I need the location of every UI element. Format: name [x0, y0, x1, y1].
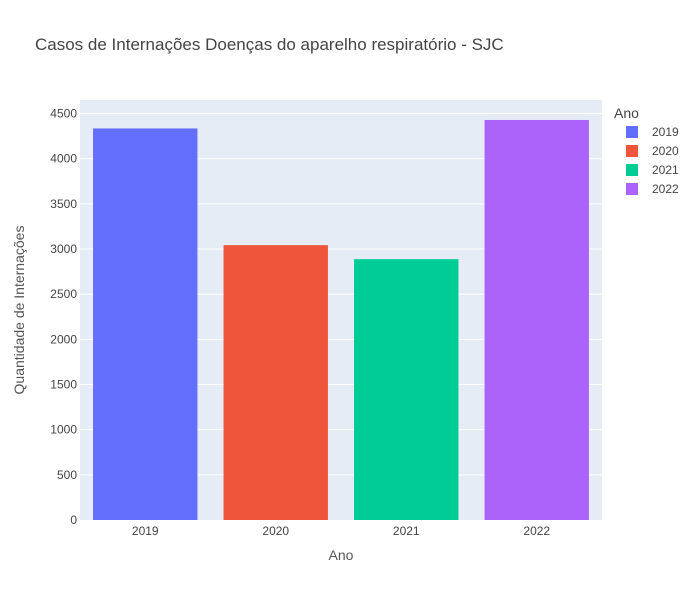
legend-swatch [626, 183, 638, 195]
legend-swatch [626, 126, 638, 138]
y-tick-label: 4000 [50, 152, 77, 166]
legend-title: Ano [614, 105, 639, 121]
y-axis-title: Quantidade de Internações [11, 226, 27, 395]
x-axis-title: Ano [329, 547, 354, 563]
legend-swatch [626, 145, 638, 157]
y-tick-label: 1000 [50, 423, 77, 437]
y-tick-label: 1500 [50, 378, 77, 392]
y-axis-ticks: 0 500 1000 1500 2000 2500 3000 3500 4000 4500 [50, 107, 77, 527]
bar-2022[interactable] [484, 119, 589, 520]
y-tick-label: 500 [57, 468, 77, 482]
y-tick-label: 3500 [50, 197, 77, 211]
x-axis-ticks: 2019 2020 2021 2022 [132, 524, 551, 538]
legend-label: 2019 [652, 125, 679, 139]
y-tick-label: 4500 [50, 107, 77, 121]
legend-label: 2022 [652, 182, 679, 196]
bar-2020[interactable] [223, 245, 328, 521]
bar-2021[interactable] [354, 259, 459, 520]
legend-swatch [626, 164, 638, 176]
x-tick-label: 2022 [523, 524, 550, 538]
bar-2019[interactable] [93, 128, 198, 521]
y-tick-label: 2500 [50, 287, 77, 301]
legend: Ano 2019 2020 2021 2022 [614, 105, 679, 196]
x-tick-label: 2019 [132, 524, 159, 538]
legend-label: 2020 [652, 144, 679, 158]
y-tick-label: 2000 [50, 332, 77, 346]
x-tick-label: 2020 [262, 524, 289, 538]
y-tick-label: 3000 [50, 242, 77, 256]
legend-label: 2021 [652, 163, 679, 177]
x-tick-label: 2021 [393, 524, 420, 538]
bar-series [93, 119, 589, 521]
y-tick-label: 0 [70, 513, 77, 527]
chart-title: Casos de Internações Doenças do aparelho… [35, 35, 504, 54]
